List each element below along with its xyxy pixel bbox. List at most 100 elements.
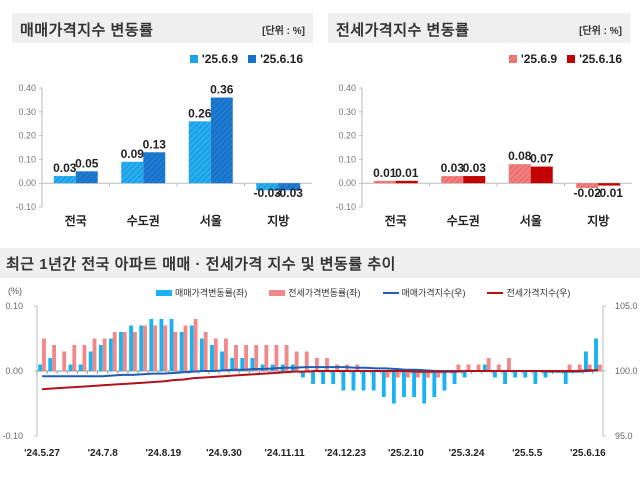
x-tick-label: '24.8.19 xyxy=(145,448,181,459)
jeonse-rate-bar xyxy=(143,325,147,371)
jeonse-rate-bar xyxy=(163,325,168,371)
category-label: 서울 xyxy=(520,213,542,228)
x-tick-label: '25.2.10 xyxy=(388,448,424,459)
sale-rate-bar xyxy=(331,371,336,384)
jeonse-rate-bar xyxy=(244,345,249,371)
y-tick-label: 0.00 xyxy=(338,178,356,188)
bar-curr xyxy=(75,171,98,184)
sale-panel-unit: [단위 : %] xyxy=(262,26,305,37)
trend-left-unit: (%) xyxy=(8,286,22,296)
sale-rate-bar xyxy=(169,319,174,371)
sale-rate-bar xyxy=(412,371,417,397)
jeonse-rate-bar xyxy=(254,345,259,371)
data-label: -0.03 xyxy=(254,186,282,200)
sale-legend: '25.6.9 '25.6.16 xyxy=(189,52,303,66)
data-label: 0.26 xyxy=(188,106,212,120)
data-label: -0.01 xyxy=(596,186,624,200)
data-label: 0.07 xyxy=(530,152,554,166)
sale-rate-bar xyxy=(482,364,487,371)
sale-rate-bar xyxy=(250,358,255,371)
jeonse-legend: '25.6.9 '25.6.16 xyxy=(508,52,622,66)
bar-prev xyxy=(256,183,279,191)
sale-rate-bar xyxy=(311,371,315,384)
category-label: 수도권 xyxy=(447,214,480,228)
bar-curr xyxy=(463,176,486,184)
sale-rate-bar xyxy=(129,325,134,371)
jeonse-rate-bar xyxy=(597,364,602,371)
data-label: 0.01 xyxy=(395,166,419,180)
legend-label: 전세가격지수(우) xyxy=(506,288,571,298)
jeonse-rate-bar xyxy=(183,325,188,371)
x-tick-label: '24.11.11 xyxy=(265,448,306,459)
sale-rate-bar xyxy=(402,371,406,397)
jeonse-rate-bar xyxy=(52,345,57,371)
sale-rate-bar xyxy=(583,351,588,371)
jeonse-rate-bar xyxy=(284,345,289,371)
x-tick-label: '24.7.8 xyxy=(88,448,119,459)
legend-swatch-icon xyxy=(567,55,576,63)
jeonse-rate-bar xyxy=(325,358,329,371)
data-label: -0.03 xyxy=(276,186,304,200)
jeonse-rate-bar xyxy=(223,338,228,371)
y-tick-label: 0.30 xyxy=(18,107,36,117)
left-tick-label: -0.10 xyxy=(2,431,23,441)
category-label: 수도권 xyxy=(127,214,160,228)
y-tick-label: -0.10 xyxy=(15,202,36,212)
sale-panel-title: 매매가격지수 변동률 xyxy=(20,22,154,39)
data-label: 0.08 xyxy=(508,149,532,163)
jeonse-rate-bar xyxy=(173,332,178,371)
jeonse-index-line xyxy=(42,369,598,391)
legend-line-icon xyxy=(487,291,504,294)
trend-legend: 매매가격변동률(좌) 전세가격변동률(좌) 매매가격지수(우) 전세가격지수(우… xyxy=(156,286,570,299)
sale-rate-bar xyxy=(189,325,194,371)
sale-legend-item-prev: '25.6.9 xyxy=(189,52,238,66)
sale-rate-bar xyxy=(210,345,214,371)
jeonse-rate-bar xyxy=(456,364,461,371)
sale-rate-bar xyxy=(108,338,113,371)
sale-rate-bar xyxy=(563,371,568,384)
y-tick-label: 0.40 xyxy=(338,83,356,93)
sale-rate-bar xyxy=(230,358,235,371)
bar-curr xyxy=(210,97,233,184)
sale-rate-bar xyxy=(432,371,437,397)
jeonse-rate-bar xyxy=(122,332,127,371)
trend-panel-header: 최근 1년간 전국 아파트 매매 · 전세가격 지수 및 변동률 추이 xyxy=(0,248,640,278)
jeonse-rate-bar xyxy=(567,364,572,371)
sale-rate-bar xyxy=(391,371,396,404)
sale-rate-bar xyxy=(371,371,376,391)
jeonse-rate-bar xyxy=(395,371,400,378)
x-tick-label: '25.3.24 xyxy=(449,448,485,459)
legend-label: '25.6.9 xyxy=(520,52,558,66)
legend-box-icon xyxy=(269,289,286,296)
sale-rate-bar xyxy=(78,364,83,371)
legend-line-icon xyxy=(382,291,399,294)
jeonse-legend-item-curr: '25.6.16 xyxy=(567,52,622,66)
sale-rate-bar xyxy=(260,364,265,371)
bar-prev xyxy=(441,176,464,184)
jeonse-rate-bar xyxy=(213,338,218,371)
sale-panel-header: 매매가격지수 변동률 [단위 : %] xyxy=(12,13,313,43)
jeonse-rate-bar xyxy=(42,338,46,371)
jeonse-rate-bar xyxy=(436,371,441,378)
sale-rate-bar xyxy=(159,319,164,371)
x-tick-label: '24.9.30 xyxy=(206,448,242,459)
category-label: 서울 xyxy=(200,213,222,228)
jeonse-rate-bar xyxy=(496,364,501,371)
legend-swatch-icon xyxy=(508,55,517,63)
jeonse-rate-bar xyxy=(426,371,430,378)
sale-rate-bar xyxy=(119,332,123,371)
sale-rate-bar xyxy=(462,371,467,378)
jeonse-panel-unit: [단위 : %] xyxy=(579,26,622,37)
jeonse-rate-bar xyxy=(416,371,420,378)
jeonse-rate-bar xyxy=(274,345,279,371)
legend-label: '25.6.16 xyxy=(260,52,303,66)
sale-rate-bar xyxy=(199,338,204,371)
data-label: 0.05 xyxy=(75,156,99,170)
jeonse-rate-bar xyxy=(153,325,158,371)
sale-rate-bar xyxy=(68,364,73,371)
bar-curr xyxy=(598,183,621,186)
sale-rate-bar xyxy=(594,338,598,371)
left-tick-label: 0.10 xyxy=(5,301,23,311)
sale-rate-bar xyxy=(48,358,53,371)
sale-rate-bar xyxy=(533,371,538,384)
